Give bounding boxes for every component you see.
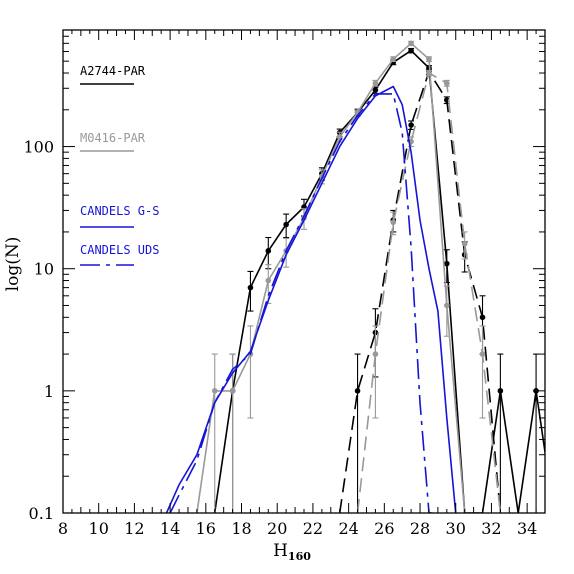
- axes: 8 10 12 14 16 18 20 22 24 26 28 30 32 34 0.1 1 10 100: [23, 29, 546, 538]
- data-point: [479, 314, 486, 321]
- legend-label: A2744-PAR: [80, 64, 146, 78]
- x-axis-title-subscript: 160: [288, 550, 311, 563]
- data-point: [229, 388, 236, 394]
- series-0: [213, 47, 545, 513]
- y-tick-label: 10: [34, 260, 54, 279]
- series-line-3: [356, 72, 502, 513]
- data-point: [408, 47, 414, 54]
- x-tick-label: 20: [267, 519, 287, 538]
- series-line-4: [165, 85, 457, 513]
- data-point: [211, 388, 218, 394]
- series-4: [165, 85, 457, 513]
- data-point: [390, 56, 397, 62]
- x-tick-label: 30: [446, 519, 466, 538]
- y-tick-label: 1: [44, 382, 54, 401]
- legend-label: M0416-PAR: [80, 131, 146, 145]
- series-line-1: [338, 70, 502, 513]
- series-2: [196, 40, 466, 513]
- x-tick-label: 8: [58, 519, 68, 538]
- data-point: [461, 240, 468, 247]
- data-point: [444, 80, 450, 87]
- x-tick-label: 32: [481, 519, 501, 538]
- x-axis-title: H160: [273, 541, 311, 563]
- y-tick-label: 100: [23, 138, 54, 157]
- series-5: [169, 93, 433, 513]
- x-tick-label: 34: [517, 519, 537, 538]
- data-point: [283, 221, 289, 228]
- data-point: [426, 56, 432, 62]
- data-point: [265, 248, 272, 254]
- x-tick-label: 22: [303, 519, 323, 538]
- data-point: [408, 122, 414, 128]
- x-tick-label: 28: [410, 519, 430, 538]
- x-tick-label: 26: [374, 519, 394, 538]
- data-point: [390, 219, 397, 226]
- x-tick-label: 10: [89, 519, 109, 538]
- series-1: [338, 68, 502, 513]
- data-point: [354, 388, 361, 394]
- data-point: [265, 277, 272, 284]
- plot-area: [165, 40, 545, 513]
- data-point: [444, 302, 450, 309]
- x-tick-label: 12: [124, 519, 144, 538]
- data-point: [497, 388, 504, 394]
- series-line-2: [196, 42, 466, 513]
- data-point: [372, 80, 379, 87]
- series-line-5: [169, 93, 433, 513]
- y-axis-title: log(N): [3, 237, 23, 292]
- x-tick-label: 24: [338, 519, 358, 538]
- plot-frame: [62, 29, 546, 514]
- legend-label: CANDELS G-S: [80, 204, 159, 218]
- y-tick-label: 0.1: [29, 504, 54, 523]
- data-point: [372, 87, 379, 93]
- data-point: [479, 351, 486, 357]
- data-point: [372, 351, 379, 357]
- x-tick-label: 18: [231, 519, 251, 538]
- legend: A2744-PAR M0416-PAR CANDELS G-S CANDELS UDS: [80, 64, 159, 266]
- series-line-0: [213, 49, 545, 513]
- x-tick-label: 16: [196, 519, 216, 538]
- data-point: [408, 40, 414, 47]
- series-3: [356, 69, 502, 513]
- data-point: [247, 284, 254, 291]
- legend-label: CANDELS UDS: [80, 243, 159, 257]
- x-tick-label: 14: [160, 519, 180, 538]
- data-point: [426, 70, 432, 76]
- data-point: [444, 260, 450, 267]
